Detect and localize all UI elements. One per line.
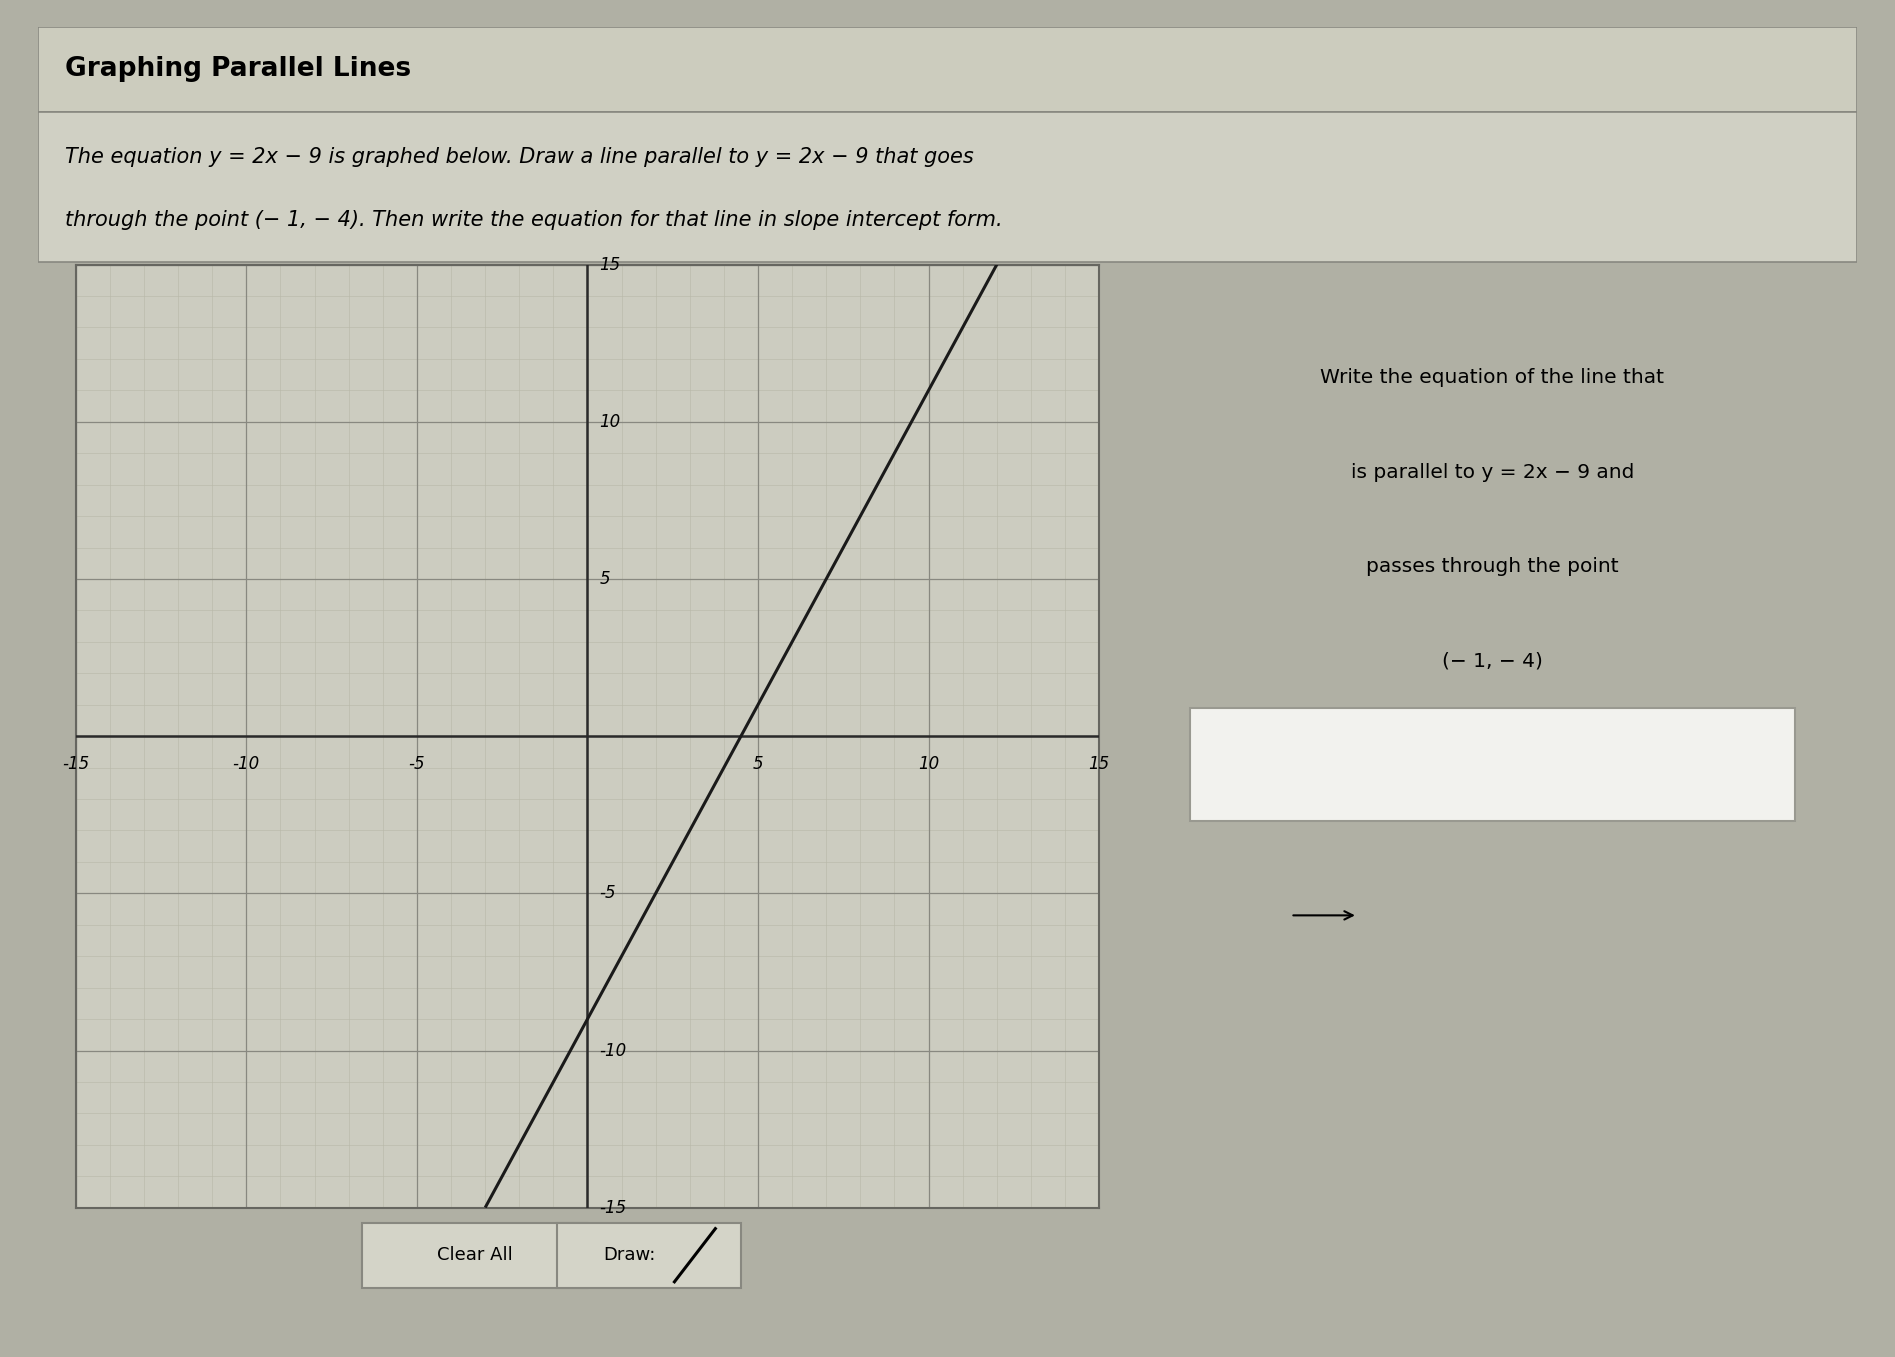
Text: -10: -10 [233, 754, 260, 773]
Text: Clear All: Clear All [438, 1246, 514, 1265]
FancyBboxPatch shape [1190, 708, 1795, 821]
Text: is parallel to y = 2x − 9 and: is parallel to y = 2x − 9 and [1351, 463, 1633, 482]
FancyBboxPatch shape [38, 27, 1857, 111]
Text: -10: -10 [599, 1042, 627, 1060]
FancyBboxPatch shape [362, 1223, 587, 1288]
FancyBboxPatch shape [38, 111, 1857, 262]
Text: 5: 5 [599, 570, 610, 588]
Text: -5: -5 [409, 754, 424, 773]
Text: Draw:: Draw: [603, 1246, 656, 1265]
Text: 10: 10 [599, 413, 622, 430]
Text: -5: -5 [599, 885, 616, 902]
Text: -15: -15 [63, 754, 89, 773]
Text: 15: 15 [599, 255, 622, 274]
Text: Write the equation of the line that: Write the equation of the line that [1321, 368, 1664, 387]
Text: Graphing Parallel Lines: Graphing Parallel Lines [64, 56, 411, 81]
Text: passes through the point: passes through the point [1366, 556, 1618, 575]
Text: 10: 10 [917, 754, 940, 773]
Text: (− 1, − 4): (− 1, − 4) [1442, 651, 1543, 670]
FancyBboxPatch shape [557, 1223, 741, 1288]
Text: 5: 5 [752, 754, 764, 773]
Text: through the point (− 1, − 4). Then write the equation for that line in slope int: through the point (− 1, − 4). Then write… [64, 210, 1002, 229]
Text: The equation y = 2x − 9 is graphed below. Draw a line parallel to y = 2x − 9 tha: The equation y = 2x − 9 is graphed below… [64, 148, 974, 167]
Text: -15: -15 [599, 1198, 627, 1217]
Text: 15: 15 [1088, 754, 1110, 773]
